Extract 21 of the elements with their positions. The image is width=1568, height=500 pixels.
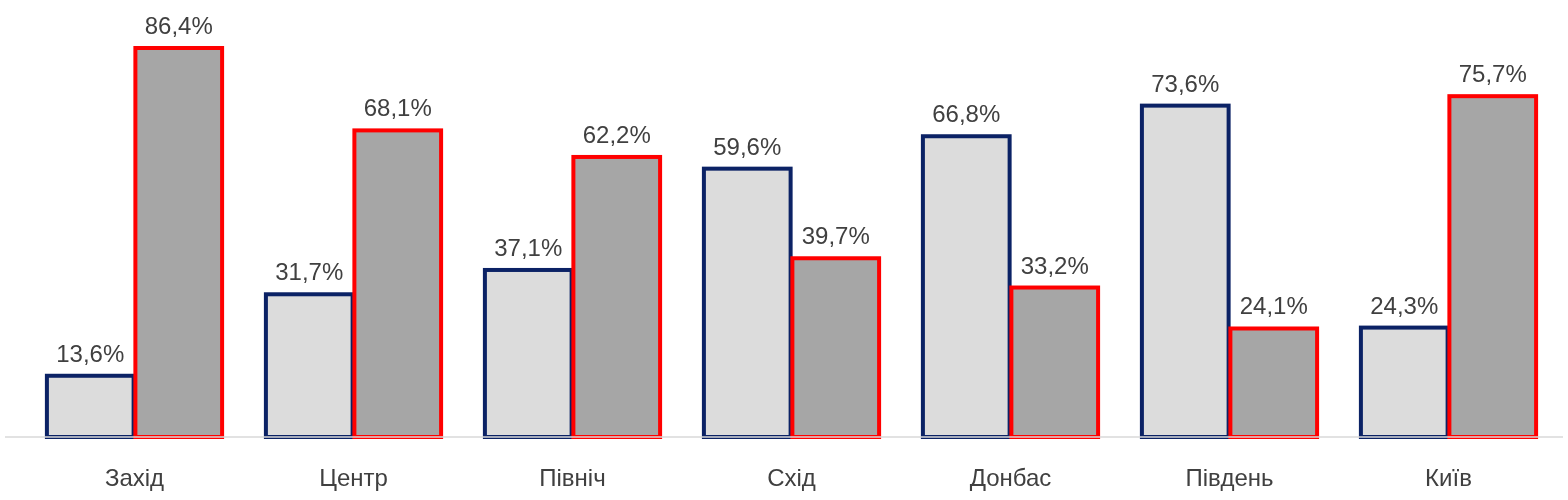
data-label: 37,1% — [494, 233, 563, 261]
x-tick-label: Донбас — [969, 464, 1052, 491]
x-tick-label: Схід — [767, 464, 816, 491]
x-tick-label: Північ — [539, 464, 606, 491]
x-tick-label: Південь — [1185, 464, 1274, 491]
x-tick-label: Київ — [1425, 464, 1472, 491]
data-label: 66,8% — [932, 100, 1001, 128]
data-label: 59,6% — [713, 132, 782, 160]
data-label: 13,6% — [56, 339, 125, 367]
data-label: 39,7% — [801, 222, 870, 250]
data-label: 73,6% — [1151, 69, 1220, 97]
x-tick-label: Захід — [104, 464, 165, 491]
data-label: 68,1% — [363, 94, 432, 122]
data-label: 31,7% — [275, 258, 344, 286]
data-label: 62,2% — [582, 120, 651, 148]
data-label: 33,2% — [1020, 251, 1089, 279]
data-label: 86,4% — [144, 12, 213, 39]
data-label: 24,1% — [1239, 292, 1308, 320]
data-label: 75,7% — [1458, 60, 1527, 88]
x-tick-label: Центр — [319, 464, 388, 491]
data-label: 24,3% — [1370, 291, 1439, 319]
